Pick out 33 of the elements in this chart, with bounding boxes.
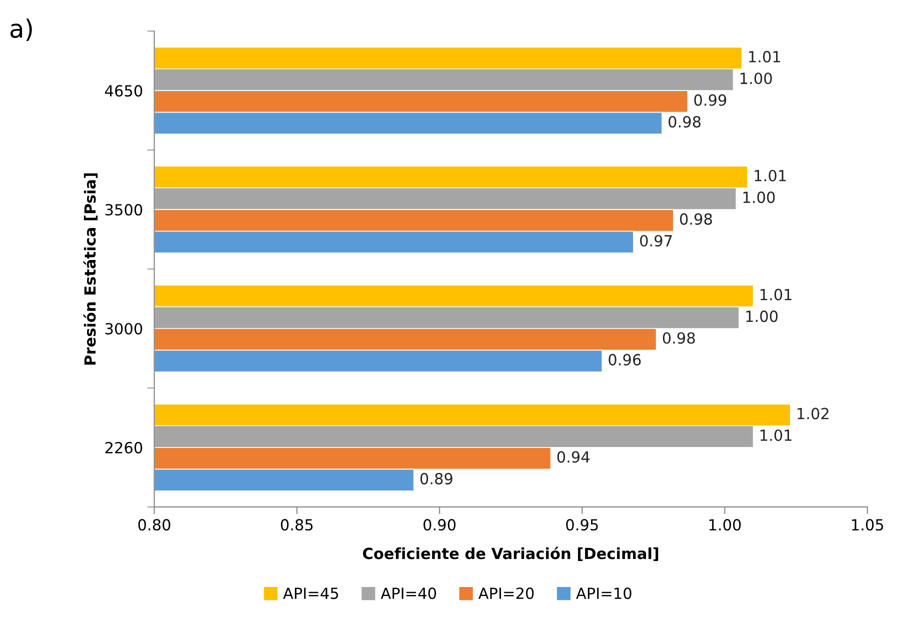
y-tick-label: 2260: [105, 442, 142, 454]
x-tick-label: 0.95: [566, 519, 598, 531]
x-tick-label: 0.90: [424, 519, 456, 531]
y-tick-label: 3000: [105, 322, 142, 335]
data-label: 0.98: [662, 332, 695, 344]
data-label: 1.01: [760, 429, 792, 442]
legend-label: API=20: [478, 588, 534, 600]
data-label: 1.00: [740, 72, 772, 84]
data-label: 1.01: [749, 50, 780, 62]
data-label: 1.01: [760, 288, 792, 300]
y-tick-label: 4650: [105, 85, 142, 97]
legend-label: API=40: [380, 588, 436, 600]
data-label: 1.02: [798, 408, 828, 420]
x-tick-label: 0.80: [138, 519, 170, 531]
legend-label: API=45: [283, 588, 338, 600]
x-tick-label: 1.05: [852, 519, 884, 531]
legend-label: API=10: [576, 588, 632, 600]
y-axis-title: Presión Estática [Psia]: [83, 173, 98, 365]
data-label: 1.00: [746, 310, 778, 322]
x-axis-title: Coeficiente de Variación [Decimal]: [362, 546, 658, 562]
x-tick-label: 1.00: [709, 519, 741, 531]
data-label: 0.98: [668, 116, 701, 128]
data-label: 1.01: [754, 170, 786, 182]
x-tick-label: 0.85: [280, 519, 313, 531]
data-label: 1.00: [743, 192, 775, 204]
data-label: 0.96: [608, 354, 641, 366]
text: a): [10, 18, 32, 41]
data-label: 0.97: [640, 234, 672, 247]
data-label: 0.89: [420, 472, 452, 484]
y-tick-label: 3500: [105, 204, 142, 216]
data-label: 0.98: [680, 213, 712, 225]
data-label: 0.94: [557, 451, 590, 463]
data-label: 0.99: [694, 94, 726, 106]
